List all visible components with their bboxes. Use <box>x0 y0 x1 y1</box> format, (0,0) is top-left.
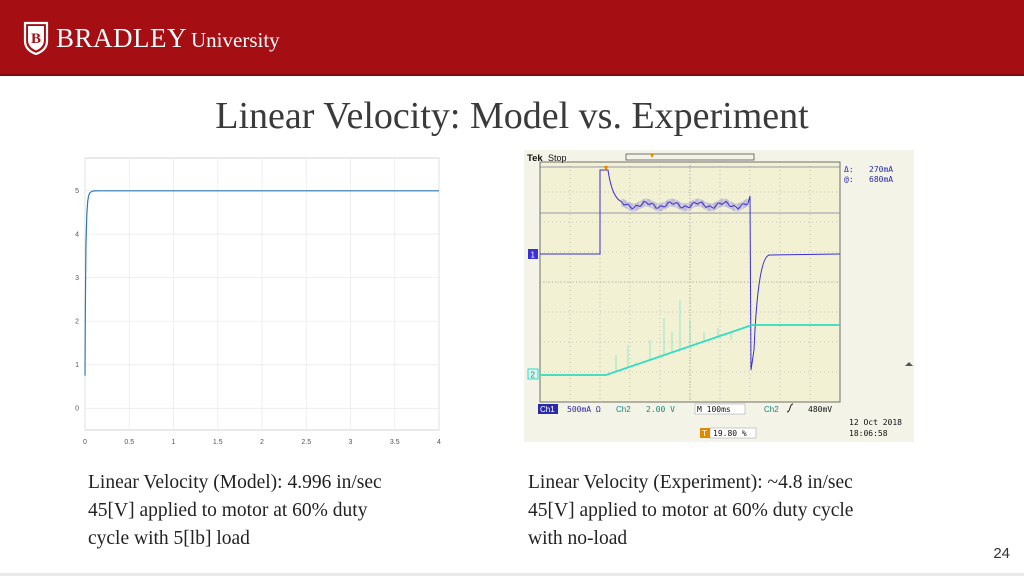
y-tick-label: 3 <box>75 275 79 282</box>
x-tick-label: 2 <box>260 439 264 446</box>
x-tick-label: 0.5 <box>124 439 134 446</box>
y-tick-label: 4 <box>75 232 79 239</box>
rising-edge-icon <box>786 403 794 413</box>
trigger-position-icon <box>700 428 710 438</box>
slide-title: Linear Velocity: Model vs. Experiment <box>215 95 809 137</box>
model-velocity-plot: 0 0.5 1 1.5 2 2.5 3 3.5 4 0 1 2 3 4 5 <box>75 157 441 446</box>
ch2-marker <box>527 368 539 380</box>
caption-experiment-line-1: Linear Velocity (Experiment): ~4.8 in/se… <box>528 472 853 493</box>
x-tick-label: 3.5 <box>390 439 400 446</box>
logo-bradley-text: BRADLEY <box>56 22 187 53</box>
x-tick-label: 3 <box>349 439 353 446</box>
trigger-level-arrow-icon <box>905 362 913 366</box>
scope-waveforms <box>540 169 841 376</box>
svg-text:B: B <box>31 31 41 47</box>
trigger-position-box <box>709 427 757 439</box>
trigger-position-glyph: T <box>702 429 707 438</box>
x-tick-label: 1.5 <box>213 439 223 446</box>
bradley-logo[interactable]: B BRADLEY University <box>22 18 280 58</box>
x-tick-label: 1 <box>172 439 176 446</box>
x-tick-label: 2.5 <box>301 439 311 446</box>
capture-date: 12 Oct 2018 <box>849 418 902 427</box>
bradley-shield-icon: B <box>23 21 49 55</box>
scope-brand: Tek <box>527 153 543 164</box>
page-number: 24 <box>993 545 1010 562</box>
delta-value: 270mA <box>869 165 893 174</box>
ch1-status-box <box>538 404 558 414</box>
logo-university-text: University <box>191 27 280 52</box>
caption-experiment-line-2: 45[V] applied to motor at 60% duty cycle <box>528 500 854 521</box>
caption-model-line-3: cycle with 5[lb] load <box>88 528 250 549</box>
header-bar: B BRADLEY University <box>0 0 1024 76</box>
velocity-series-line <box>84 190 439 376</box>
ch1-marker <box>528 249 538 259</box>
at-value: 680mA <box>869 175 893 184</box>
ch2-marker-label: 2 <box>531 371 536 380</box>
trigger-channel: Ch2 <box>764 405 779 414</box>
caption-model-line-1: Linear Velocity (Model): 4.996 in/sec <box>88 472 382 493</box>
ch1-marker-label: 1 <box>531 251 536 260</box>
ch1-status-label: Ch1 <box>540 405 555 414</box>
scope-state: Stop <box>548 153 567 163</box>
trigger-level: 480mV <box>808 405 832 414</box>
x-tick-label: 0 <box>83 439 87 446</box>
timebase-box <box>694 403 746 415</box>
oscilloscope-capture: Tek Stop Δ: 270mA @: 680mA 1 2 Ch1 500mA… <box>524 150 914 442</box>
trigger-arrow-icon <box>604 166 608 172</box>
caption-model-line-2: 45[V] applied to motor at 60% duty <box>88 500 368 521</box>
capture-time: 18:06:58 <box>849 429 888 438</box>
at-label: @: <box>844 175 854 184</box>
ch2-voltage-waveform <box>540 324 840 376</box>
logo-wordmark: BRADLEY University <box>56 23 280 54</box>
trigger-position: 19.80 % <box>713 429 747 438</box>
footer-divider <box>0 573 1024 576</box>
scope-record-bar <box>625 153 755 161</box>
y-tick-label: 2 <box>75 319 79 326</box>
ch2-scale: 2.00 V <box>646 405 675 414</box>
delta-label: Δ: <box>844 165 854 174</box>
scope-grid <box>539 161 841 403</box>
trigger-position-marker-icon <box>650 154 654 158</box>
y-tick-label: 5 <box>75 188 79 195</box>
y-tick-label: 1 <box>75 362 79 369</box>
caption-experiment-line-3: with no-load <box>528 528 628 549</box>
caption-model: Linear Velocity (Model): 4.996 in/sec 45… <box>88 469 382 553</box>
x-tick-label: 4 <box>437 439 441 446</box>
caption-experiment: Linear Velocity (Experiment): ~4.8 in/se… <box>528 469 853 553</box>
y-tick-label: 0 <box>75 406 79 413</box>
ch1-scale: 500mA Ω <box>567 405 601 414</box>
timebase: M 100ms <box>697 405 731 414</box>
ch2-status-label: Ch2 <box>616 405 631 414</box>
